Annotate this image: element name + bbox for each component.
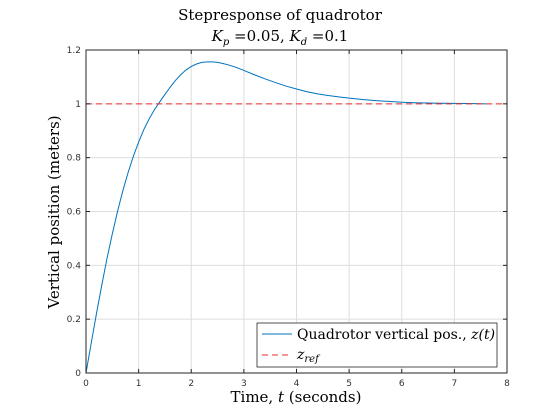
legend-entry-quadrotor-math: z(t) <box>470 327 495 343</box>
y-tick-label: 0 <box>75 369 81 379</box>
x-tick-labels: 0 1 2 3 4 5 6 7 8 <box>83 379 510 389</box>
x-tick-label: 1 <box>136 379 142 389</box>
chart-title-line2: Kp =0.05, Kd =0.1 <box>211 27 349 48</box>
kd-value: =0.1 <box>307 27 348 45</box>
legend-entry-zref-sub: ref <box>304 354 321 365</box>
legend-entry-zref: zref <box>296 347 321 365</box>
x-tick-label: 3 <box>241 379 247 389</box>
y-tick-label: 0.8 <box>67 154 82 164</box>
x-axis-label: Time, t (seconds) <box>231 388 362 406</box>
y-tick-label: 0.6 <box>67 208 82 218</box>
tick-marks <box>85 49 508 374</box>
legend-box <box>256 322 498 368</box>
x-tick-label: 2 <box>188 379 194 389</box>
kp-value: =0.05, <box>229 27 289 45</box>
kd-subscript: d <box>301 37 307 48</box>
series-quadrotor-line <box>85 61 486 374</box>
plot-series <box>85 61 507 374</box>
kp-symbol: K <box>211 27 224 45</box>
legend-entry-quadrotor-text: Quadrotor vertical pos., <box>297 327 471 343</box>
chart-title-line1: Stepresponse of quadrotor <box>178 6 383 24</box>
x-axis-label-prefix: Time, <box>231 388 278 406</box>
x-tick-label: 4 <box>294 379 300 389</box>
y-tick-labels: 0 0.2 0.4 0.6 0.8 1 1.2 <box>67 46 82 379</box>
x-tick-label: 7 <box>452 379 458 389</box>
y-tick-label: 0.4 <box>67 261 82 271</box>
x-axis-label-suffix: (seconds) <box>284 388 361 406</box>
legend-entry-zref-symbol: z <box>296 347 305 363</box>
x-tick-label: 6 <box>399 379 405 389</box>
x-axis-label-var: t <box>278 388 285 406</box>
legend: Quadrotor vertical pos., z(t) zref <box>256 322 498 368</box>
y-axis-label: Vertical position (meters) <box>45 115 63 309</box>
kp-subscript: p <box>223 37 230 48</box>
x-tick-label: 0 <box>83 379 89 389</box>
x-tick-label: 5 <box>346 379 352 389</box>
kd-symbol: K <box>289 27 302 45</box>
y-tick-label: 0.2 <box>67 315 81 325</box>
y-tick-label: 1 <box>75 100 81 110</box>
legend-entry-quadrotor: Quadrotor vertical pos., z(t) <box>297 327 495 343</box>
y-tick-label: 1.2 <box>67 46 81 56</box>
x-tick-label: 8 <box>504 379 510 389</box>
